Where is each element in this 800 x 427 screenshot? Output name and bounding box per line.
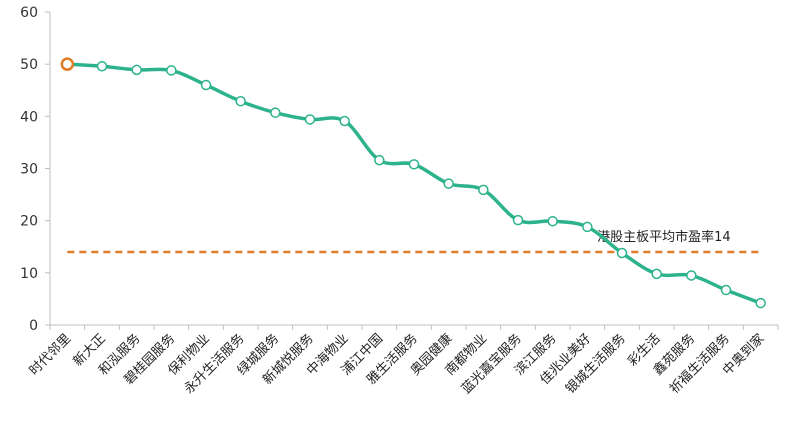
data-point [166, 65, 177, 76]
data-point [512, 214, 524, 226]
data-point [131, 64, 142, 76]
data-point [235, 95, 246, 107]
y-tick-label: 40 [20, 109, 38, 125]
data-point [547, 215, 558, 227]
y-tick-label: 60 [20, 5, 38, 21]
data-points-group [60, 57, 766, 309]
data-point [339, 115, 350, 127]
y-tick-label: 50 [20, 57, 38, 73]
x-category-label: 永升生活服务 [181, 331, 247, 397]
data-point [200, 79, 212, 91]
data-point [651, 268, 662, 280]
highlighted-data-point [60, 57, 75, 71]
x-category-label: 蓝光嘉宝服务 [458, 331, 524, 397]
data-point [755, 297, 766, 309]
data-point [582, 221, 593, 233]
series-line [65, 62, 763, 305]
data-point [720, 284, 732, 296]
reference-line-label: 港股主板平均市盈率14 [597, 229, 731, 245]
y-tick-label: 20 [20, 214, 38, 230]
data-point [478, 184, 489, 196]
reference-line-group: 港股主板平均市盈率14 [67, 229, 761, 254]
y-tick-label: 10 [20, 266, 38, 282]
data-point [270, 107, 281, 118]
x-axis: 时代邻里新大正和泓服务碧桂园服务保利物业永升生活服务绿城服务新城悦服务中海物业浦… [27, 324, 779, 397]
data-point [443, 178, 454, 189]
data-point [686, 270, 697, 281]
y-tick-label: 0 [29, 318, 38, 334]
data-point [304, 114, 316, 125]
x-category-label: 银城生活服务 [562, 331, 628, 397]
data-point [96, 61, 108, 72]
data-point [374, 154, 385, 166]
x-category-label: 祈福生活服务 [666, 331, 732, 397]
data-point [408, 159, 420, 170]
y-tick-label: 30 [20, 162, 38, 178]
x-category-label: 时代邻里 [27, 331, 74, 378]
series-line-group [65, 62, 763, 305]
data-point [616, 247, 628, 259]
y-axis: 0 10 20 30 40 50 60 [20, 5, 51, 334]
